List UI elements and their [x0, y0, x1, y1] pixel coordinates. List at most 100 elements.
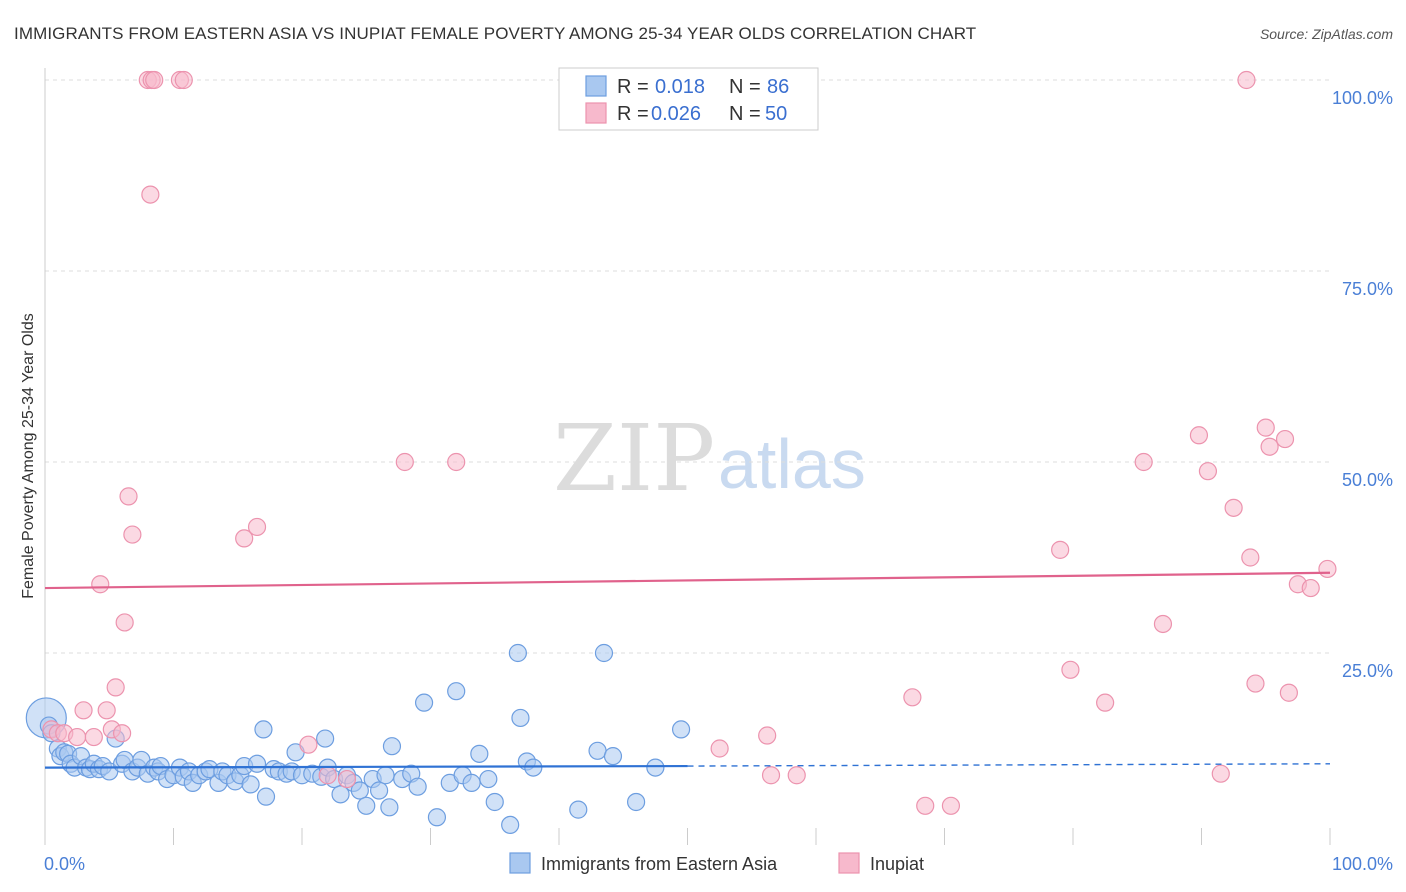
- stats-legend: R = 0.018 N = 86 R = 0.026 N = 50: [558, 67, 819, 131]
- data-point-inupiat: [123, 525, 142, 544]
- data-point-inupiat: [235, 529, 254, 548]
- legend-n-label-pink: N =: [729, 103, 761, 125]
- bottom-legend-label-pink: Inupiat: [870, 854, 924, 874]
- data-point-inupiat: [1198, 462, 1218, 481]
- grid: [45, 79, 1330, 654]
- y-tick-label: 25.0%: [1342, 661, 1393, 681]
- data-point-inupiat: [1061, 660, 1080, 679]
- data-point-inupiat: [1260, 437, 1279, 456]
- data-point-eastern-asia: [414, 693, 434, 712]
- data-point-eastern-asia: [350, 781, 369, 800]
- data-point-eastern-asia: [427, 808, 447, 827]
- data-point-inupiat: [1279, 683, 1298, 702]
- data-point-inupiat: [145, 70, 164, 90]
- data-point-eastern-asia: [256, 787, 276, 806]
- data-point-inupiat: [141, 185, 160, 204]
- series-legend: Immigrants from Eastern Asia Inupiat: [509, 852, 924, 874]
- data-point-eastern-asia: [408, 777, 427, 796]
- data-point-eastern-asia: [646, 758, 665, 777]
- data-point-inupiat: [68, 727, 87, 747]
- data-point-inupiat: [1134, 452, 1153, 472]
- legend-n-value-pink: 50: [765, 103, 787, 125]
- data-point-inupiat: [1211, 764, 1230, 783]
- data-point-inupiat: [112, 724, 132, 743]
- data-point-eastern-asia: [331, 785, 350, 804]
- data-point-inupiat: [903, 688, 922, 707]
- data-point-inupiat: [1153, 614, 1173, 634]
- data-point-eastern-asia: [485, 792, 504, 812]
- y-tick-label: 75.0%: [1342, 279, 1393, 299]
- data-point-eastern-asia: [569, 800, 588, 819]
- data-point-eastern-asia: [380, 798, 399, 817]
- x-tick-label: 100.0%: [1332, 854, 1393, 874]
- data-point-inupiat: [1275, 429, 1295, 449]
- data-point-eastern-asia: [588, 741, 607, 760]
- data-point-eastern-asia: [470, 744, 489, 763]
- data-point-inupiat: [941, 796, 961, 815]
- data-point-inupiat: [1318, 559, 1337, 579]
- data-point-inupiat: [97, 701, 116, 720]
- data-point-inupiat: [318, 766, 337, 785]
- data-point-inupiat: [1246, 674, 1265, 693]
- legend-n-label-blue: N =: [729, 76, 761, 98]
- data-point-inupiat: [1189, 426, 1209, 445]
- y-tick-label: 50.0%: [1342, 470, 1393, 490]
- data-point-eastern-asia: [316, 729, 335, 748]
- y-tick-label: 100.0%: [1332, 88, 1393, 108]
- data-point-eastern-asia: [357, 796, 376, 815]
- watermark-atlas: atlas: [718, 425, 866, 503]
- data-point-inupiat: [84, 727, 103, 747]
- x-tick-label: 0.0%: [44, 854, 85, 874]
- data-point-inupiat: [337, 769, 357, 789]
- data-point-inupiat: [119, 487, 138, 506]
- data-point-inupiat: [174, 70, 193, 90]
- x-tick-labels: 0.0% 100.0%: [44, 854, 1393, 874]
- bottom-legend-swatch-pink: [838, 852, 860, 874]
- data-point-eastern-asia: [479, 769, 498, 789]
- data-point-inupiat: [1051, 540, 1070, 559]
- bottom-legend-label-blue: Immigrants from Eastern Asia: [541, 854, 778, 874]
- data-point-eastern-asia: [382, 737, 402, 756]
- data-point-inupiat: [106, 678, 125, 697]
- watermark: ZIP atlas: [553, 405, 866, 512]
- data-point-eastern-asia: [524, 758, 543, 777]
- data-point-eastern-asia: [603, 747, 623, 766]
- source-label: Source: ZipAtlas.com: [1260, 26, 1393, 42]
- y-axis-label: Female Poverty Among 25-34 Year Olds: [20, 313, 37, 599]
- legend-swatch-pink: [585, 102, 607, 124]
- legend-r-label-blue: R =: [617, 76, 649, 98]
- data-point-eastern-asia: [501, 815, 520, 835]
- data-point-inupiat: [395, 452, 414, 472]
- data-point-inupiat: [1256, 418, 1275, 437]
- data-point-eastern-asia: [370, 781, 389, 800]
- data-point-inupiat: [299, 735, 318, 754]
- data-point-inupiat: [761, 766, 781, 785]
- data-point-inupiat: [74, 701, 93, 720]
- data-point-inupiat: [1237, 70, 1256, 90]
- data-point-inupiat: [247, 517, 267, 537]
- data-point-inupiat: [787, 766, 806, 785]
- data-point-eastern-asia: [594, 643, 614, 663]
- data-point-eastern-asia: [511, 708, 530, 728]
- data-point-inupiat: [1224, 498, 1243, 517]
- trendline-eastern-asia-extension: [687, 763, 1331, 767]
- watermark-zip: ZIP: [553, 405, 715, 512]
- data-point-eastern-asia: [241, 775, 260, 794]
- data-point-inupiat: [1301, 578, 1320, 598]
- data-point-inupiat: [1096, 693, 1115, 712]
- data-point-inupiat: [710, 739, 729, 758]
- data-point-inupiat: [447, 452, 466, 472]
- legend-r-label-pink: R =: [617, 103, 649, 125]
- data-point-inupiat: [916, 796, 935, 815]
- data-point-eastern-asia: [671, 720, 691, 739]
- trendline-eastern-asia: [44, 764, 688, 769]
- data-point-eastern-asia: [447, 682, 466, 701]
- data-point-inupiat: [115, 613, 134, 632]
- chart-title: IMMIGRANTS FROM EASTERN ASIA VS INUPIAT …: [14, 24, 976, 43]
- data-point-eastern-asia: [462, 773, 481, 792]
- data-point-inupiat: [1241, 548, 1260, 567]
- data-point-inupiat: [91, 575, 110, 594]
- data-point-eastern-asia: [508, 643, 527, 663]
- trendline-inupiat: [44, 571, 1331, 590]
